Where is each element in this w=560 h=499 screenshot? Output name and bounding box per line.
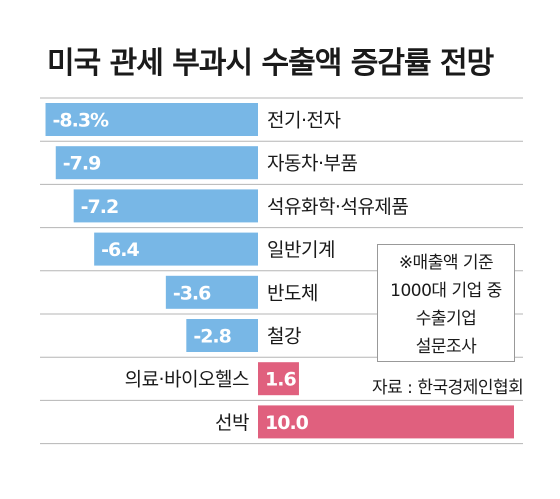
- category-label: 자동차·부품: [267, 153, 357, 175]
- category-label: 철강: [267, 326, 301, 348]
- bar: [45, 103, 258, 136]
- category-label: 일반기계: [267, 239, 335, 261]
- value-label: -7.2: [81, 196, 119, 218]
- note-line: 수출기업: [415, 309, 477, 329]
- note-line: ※매출액 기준: [398, 253, 494, 273]
- bar: [165, 275, 258, 309]
- value-label: 10.0: [265, 412, 309, 434]
- category-label: 전기·전자: [267, 110, 340, 132]
- category-label: 선박: [215, 412, 249, 434]
- bar: [258, 405, 514, 439]
- survey-note: ※매출액 기준 1000대 기업 중 수출기업 설문조사: [377, 244, 515, 362]
- bar: [258, 362, 299, 396]
- category-label: 의료·바이오헬스: [125, 369, 249, 391]
- value-label: -8.3%: [53, 110, 110, 132]
- bar: [73, 189, 259, 223]
- value-label: 1.6: [265, 369, 296, 391]
- category-label: 반도체: [267, 282, 318, 304]
- bar: [186, 319, 258, 352]
- value-label: -7.9: [63, 153, 101, 175]
- bar: [55, 146, 259, 180]
- category-label: 석유화학·석유제품: [267, 196, 408, 218]
- value-label: -2.8: [193, 326, 231, 348]
- note-line: 설문조사: [415, 337, 477, 357]
- chart-title: 미국 관세 부과시 수출액 증감률 전망: [47, 46, 494, 81]
- value-label: -6.4: [101, 239, 139, 261]
- source-text: 자료 : 한국경제인협회: [372, 378, 524, 398]
- bar: [94, 232, 258, 266]
- note-line: 1000대 기업 중: [390, 281, 502, 301]
- value-label: -3.6: [173, 282, 211, 304]
